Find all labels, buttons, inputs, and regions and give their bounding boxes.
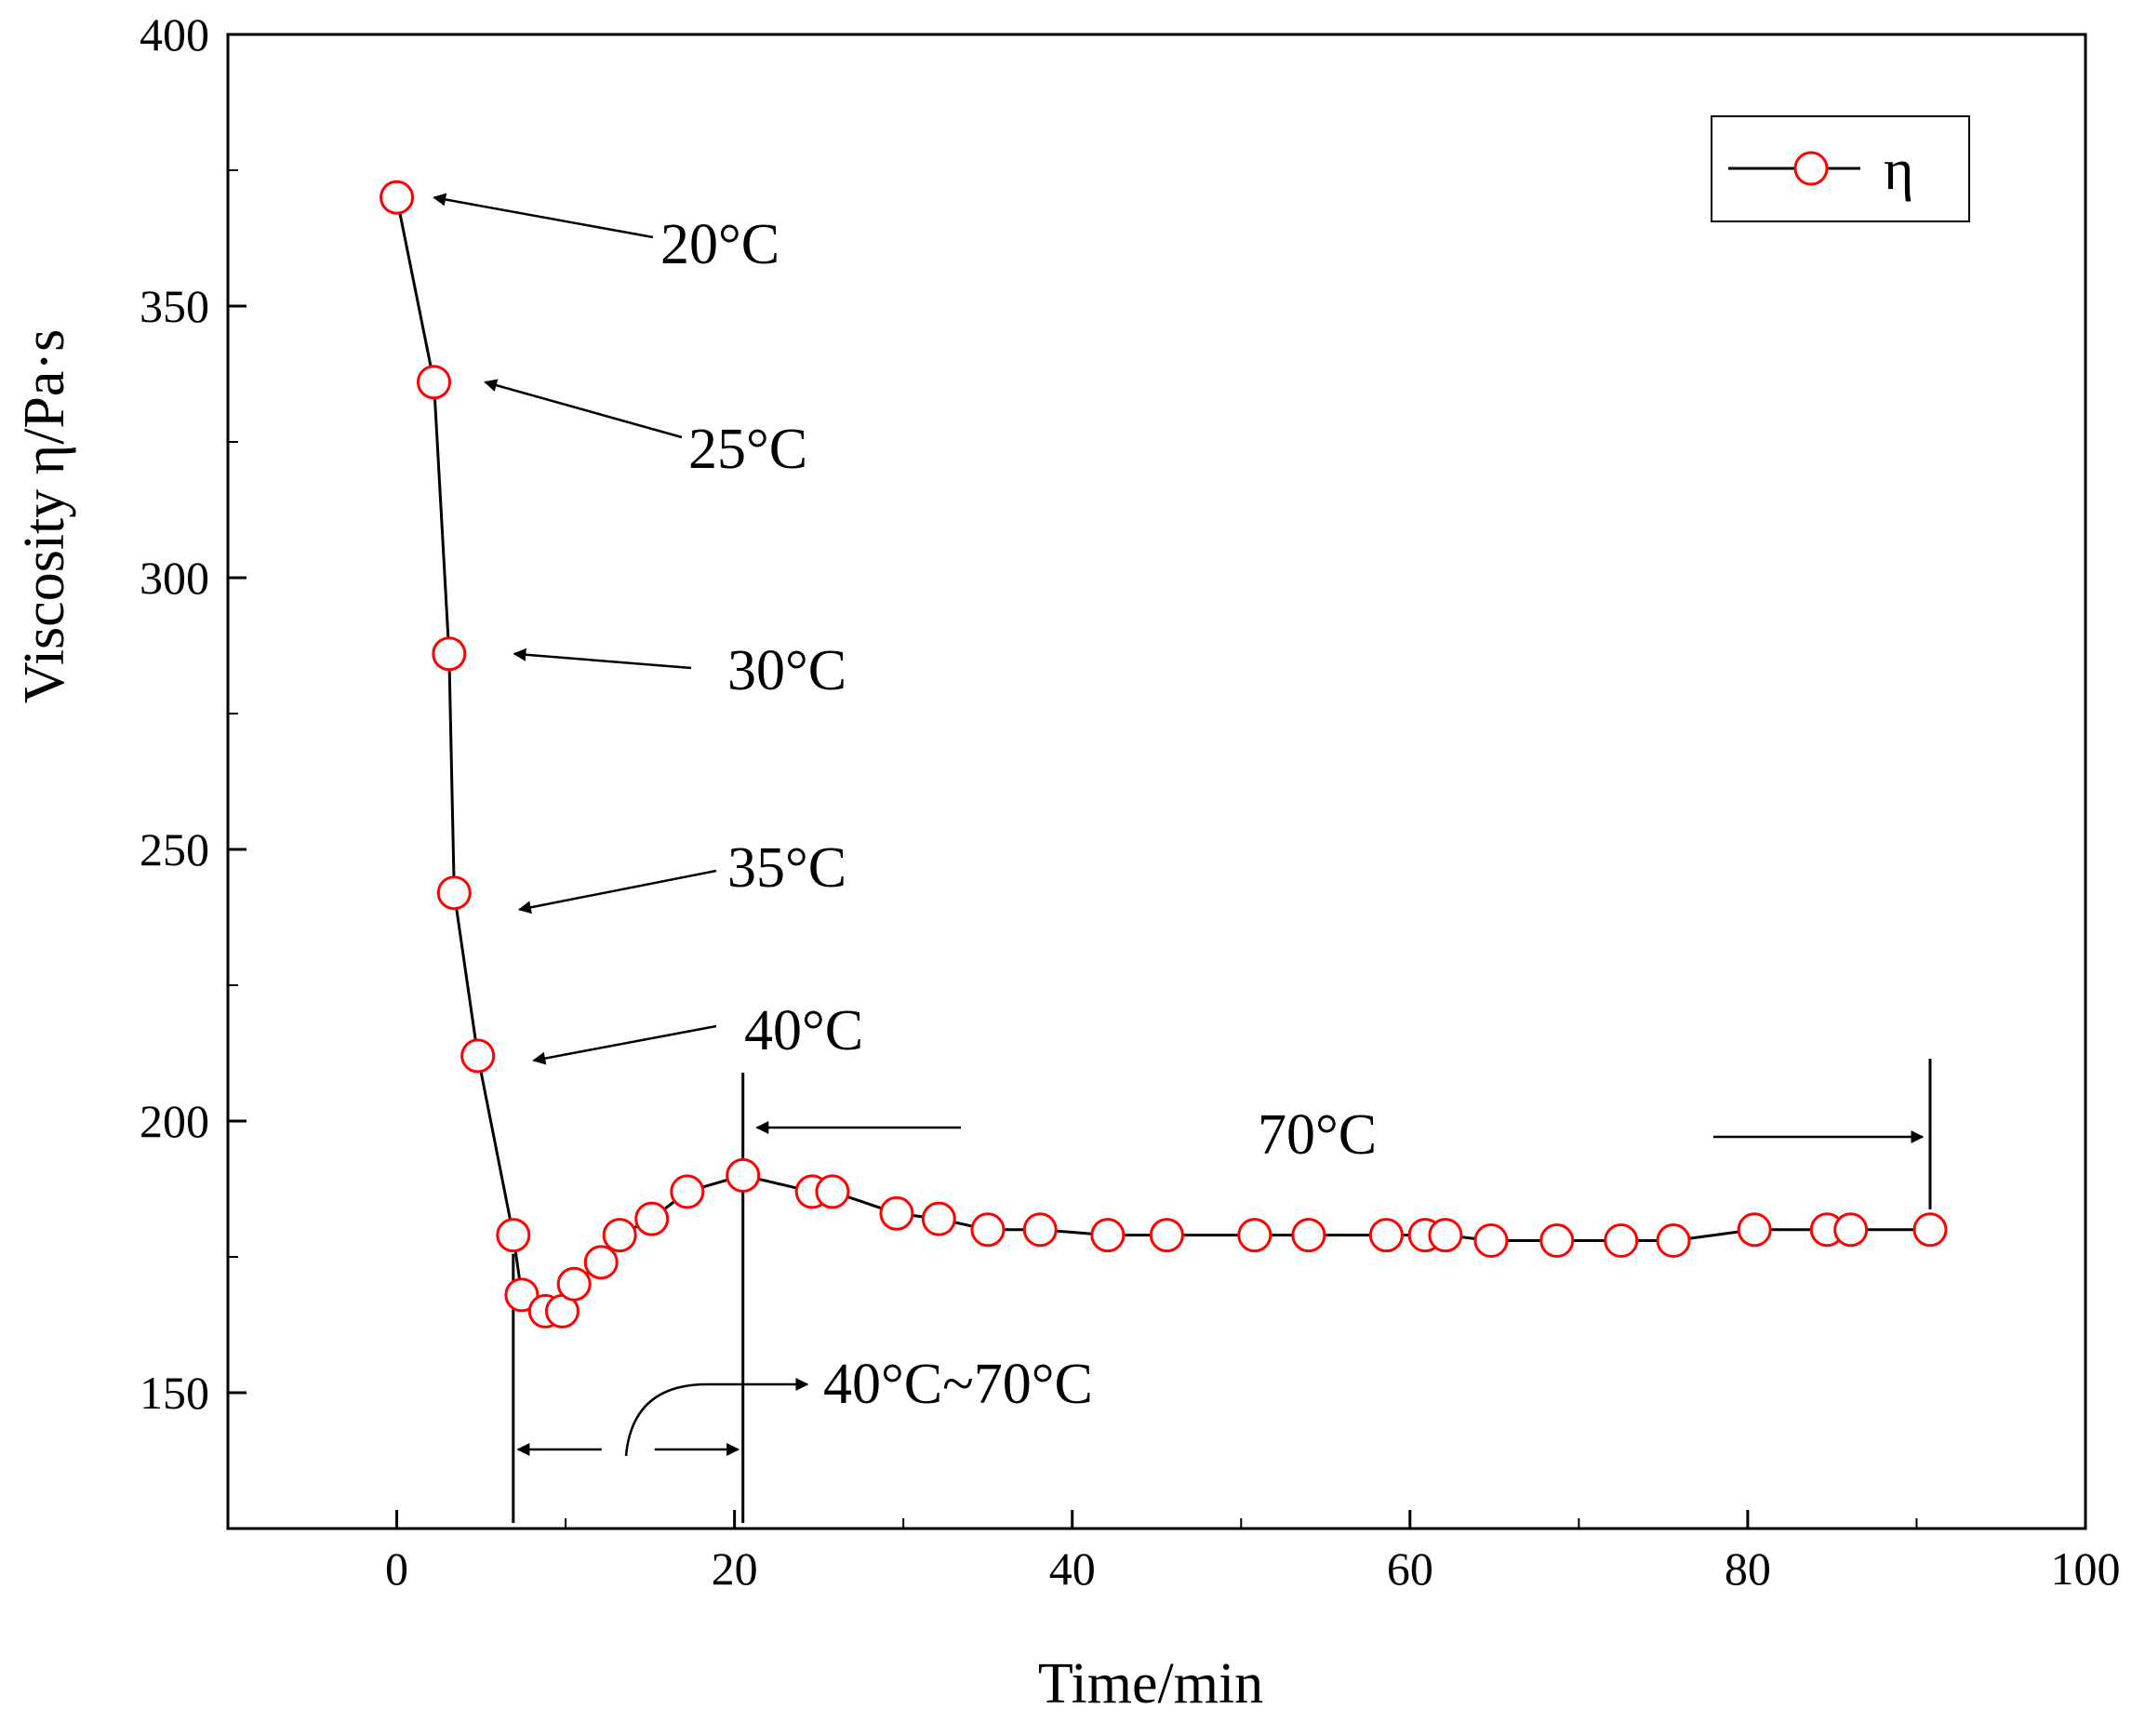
y-axis-title: Viscosity η/Pa·s [13,329,76,703]
axis-ticks: 0 20 40 60 80 100 150 200 250 300 350 400 [140,8,2121,1595]
data-point [1833,1212,1869,1248]
x-tick-label: 40 [1049,1542,1096,1595]
series-line [395,196,1930,1313]
data-point [879,1195,914,1231]
data-point [1604,1222,1639,1258]
data-point [1022,1212,1058,1248]
data-point [416,365,451,400]
x-tick-label: 20 [712,1542,758,1595]
annotation-label: 40°C~70°C [823,1353,1093,1416]
data-point [1368,1218,1404,1253]
data-point [1428,1218,1463,1253]
y-tick-label: 200 [140,1095,209,1147]
data-point [1291,1218,1326,1253]
x-tick-label: 100 [2051,1542,2121,1595]
annotation-arrow [433,193,654,239]
data-point [1090,1218,1126,1253]
plot-frame [226,33,2087,1530]
annotation-label: 25°C [688,418,807,481]
y-tick-label: 250 [140,823,209,875]
data-point [634,1201,670,1236]
data-point [970,1212,1006,1248]
y-tick-label: 350 [140,280,209,332]
y-tick-label: 300 [140,552,209,604]
data-point [726,1157,761,1193]
data-point [460,1038,496,1074]
x-axis-title: Time/min [1038,1652,1263,1716]
data-point [1539,1222,1575,1258]
data-point [1237,1218,1272,1253]
data-point [436,875,472,911]
plot-axes [226,33,2087,1530]
x-tick-label: 0 [385,1542,408,1595]
series-points-group [380,180,1948,1329]
data-point [432,636,467,672]
data-point [921,1201,956,1236]
annotation-arrow [484,379,683,439]
y-tick-label: 150 [140,1367,209,1419]
data-point [1912,1212,1948,1248]
data-point [504,1277,540,1313]
annotation-label: 40°C [744,999,863,1062]
annotation-label: 20°C [660,213,779,276]
data-point [380,180,415,215]
series-line-group [395,196,1930,1313]
data-point [496,1218,531,1253]
x-tick-label: 60 [1387,1542,1433,1595]
annotation-curve-arrow [624,1378,809,1457]
data-point [556,1266,592,1302]
data-point [1737,1212,1772,1248]
annotation-label: 30°C [727,639,846,702]
legend-label: η [1884,139,1913,202]
data-point [602,1218,637,1253]
annotation-group: 20°C 25°C 30°C 35°C 40°C 40°C~70°C 70°C [433,193,1932,1523]
annotation-label: 35°C [727,836,846,900]
data-point [670,1174,705,1209]
y-tick-label: 400 [140,8,209,60]
data-point [815,1174,850,1209]
legend: η [1711,115,1970,222]
data-point [1149,1218,1184,1253]
annotation-arrow [532,1024,717,1065]
data-point [1656,1222,1691,1258]
legend-marker [1793,151,1829,186]
annotation-arrow [513,648,692,670]
data-point [1473,1222,1509,1258]
data-point [583,1245,619,1280]
x-tick-label: 80 [1725,1542,1771,1595]
annotation-label: 70°C [1258,1103,1377,1167]
annotation-arrow [517,869,717,915]
